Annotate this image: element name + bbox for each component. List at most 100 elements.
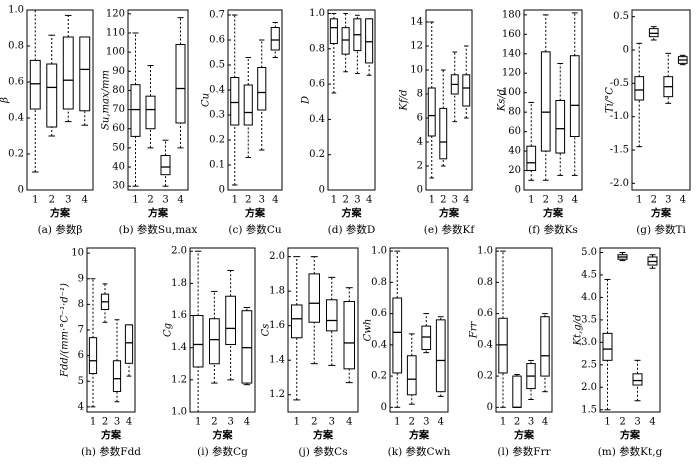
x-tick-label: 1 <box>294 417 300 428</box>
y-tick-label: 160 <box>502 29 521 40</box>
y-axis-label: Ti/°C <box>605 87 616 113</box>
y-tick-label: 0.6 <box>309 79 325 90</box>
box <box>341 27 350 55</box>
y-axis-label: Su,max/mm <box>101 70 112 130</box>
box <box>427 87 436 137</box>
y-tick-label: 6 <box>417 113 423 124</box>
plot-frame <box>523 9 583 191</box>
box <box>145 95 156 130</box>
y-tick-label: 120 <box>502 68 521 79</box>
y-axis-label: Ks/d <box>497 89 508 112</box>
x-tick-label: 2 <box>651 195 657 206</box>
plot-frame <box>495 247 553 413</box>
y-tick-label: 0.1 <box>209 160 225 171</box>
y-tick-label: 5.0 <box>581 247 597 258</box>
y-tick-label: 14 <box>410 17 423 28</box>
box <box>243 84 253 126</box>
box <box>421 325 432 351</box>
y-tick-label: 60 <box>508 126 521 137</box>
y-tick-label: 180 <box>502 9 521 20</box>
x-tick-label: 1 <box>331 195 337 206</box>
y-tick-label: 50 <box>112 142 125 153</box>
plot-frame <box>26 9 94 191</box>
plot-frame <box>287 247 359 413</box>
x-axis-label: 方案 <box>342 207 363 220</box>
x-tick-label: 1 <box>429 195 435 206</box>
y-tick-label: 0 <box>417 185 423 196</box>
x-tick-label: 3 <box>528 417 534 428</box>
box <box>634 76 645 101</box>
box <box>112 360 122 392</box>
plot-frame <box>389 247 449 413</box>
y-tick-label: 2.5 <box>581 359 597 370</box>
x-tick-label: 4 <box>572 195 578 206</box>
box <box>540 316 550 377</box>
x-tick-label: 1 <box>636 195 642 206</box>
x-tick-label: 3 <box>329 417 335 428</box>
y-tick-label: 4 <box>417 137 423 148</box>
caption: (j) 参数Cs <box>298 445 347 458</box>
x-tick-label: 3 <box>557 195 563 206</box>
y-tick-label: 0.8 <box>309 43 325 54</box>
y-axis-label: β <box>0 97 11 104</box>
y-tick-label: 0.2 <box>8 149 24 160</box>
y-tick-label: 0.2 <box>309 149 325 160</box>
y-tick-label: 40 <box>112 162 125 173</box>
box <box>343 301 355 370</box>
y-tick-label: 3.5 <box>581 314 597 325</box>
y-tick-label: 0 <box>515 185 521 196</box>
x-tick-label: 1 <box>500 417 506 428</box>
box <box>462 74 471 107</box>
y-tick-label: 12 <box>410 41 423 52</box>
y-tick-label: 30 <box>112 181 125 192</box>
y-tick-label: 0.6 <box>209 35 225 46</box>
caption: (b) 参数Su,max <box>119 223 198 236</box>
y-tick-label: 1.0 <box>309 8 325 19</box>
y-tick-label: 0 <box>381 402 387 413</box>
y-tick-label: 90 <box>112 66 125 77</box>
y-tick-label: 0.8 <box>477 277 493 288</box>
y-tick-label: 3.0 <box>581 337 597 348</box>
y-tick-label: 10 <box>410 65 423 76</box>
box <box>512 375 522 408</box>
x-tick-label: 4 <box>346 417 352 428</box>
box <box>326 299 338 332</box>
y-axis-label: Kf/d <box>399 90 410 112</box>
y-axis-label: Cg <box>163 323 174 337</box>
x-tick-label: 2 <box>342 195 348 206</box>
y-tick-label: 0.8 <box>371 277 387 288</box>
box <box>648 28 659 38</box>
y-tick-label: 0.4 <box>309 114 325 125</box>
x-tick-label: 2 <box>440 195 446 206</box>
y-tick-label: 1.6 <box>171 310 187 321</box>
x-tick-label: 3 <box>665 195 671 206</box>
x-tick-label: 4 <box>463 195 469 206</box>
x-axis-label: 方案 <box>50 207 71 220</box>
box <box>46 63 58 128</box>
y-tick-label: 4.5 <box>581 269 597 280</box>
caption: (c) 参数Cu <box>228 223 281 236</box>
box <box>160 155 171 176</box>
y-tick-label: 60 <box>112 123 125 134</box>
box <box>602 332 613 361</box>
x-axis-label: 方案 <box>620 429 641 442</box>
box <box>632 373 643 386</box>
plot-frame <box>327 9 376 191</box>
box <box>88 337 98 375</box>
caption: (g) 参数Ti <box>636 223 686 236</box>
y-tick-label: 1.2 <box>171 374 187 385</box>
x-tick-label: 2 <box>409 417 415 428</box>
y-tick-label: 0 <box>18 185 24 196</box>
y-tick-label: -2.0 <box>610 178 629 189</box>
box <box>230 77 240 126</box>
x-tick-label: 3 <box>354 195 360 206</box>
caption: (k) 参数Cwh <box>388 445 451 458</box>
x-tick-label: 3 <box>65 195 71 206</box>
x-tick-label: 3 <box>162 195 168 206</box>
x-tick-label: 2 <box>514 417 520 428</box>
y-axis-label: D <box>301 96 312 105</box>
y-axis-label: Cs <box>261 324 272 337</box>
x-tick-label: 3 <box>114 417 120 428</box>
y-tick-label: 70 <box>112 104 125 115</box>
box <box>291 304 303 339</box>
